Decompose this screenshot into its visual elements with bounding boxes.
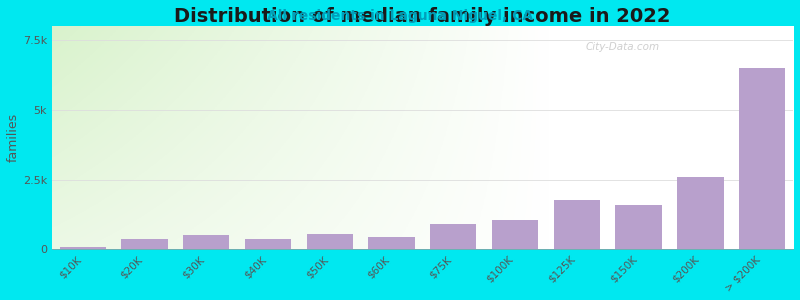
Bar: [245, 239, 291, 249]
Bar: [368, 237, 414, 249]
Bar: [122, 239, 168, 249]
Y-axis label: families: families: [7, 113, 20, 162]
Bar: [739, 68, 786, 249]
Bar: [554, 200, 600, 249]
Text: City-Data.com: City-Data.com: [586, 42, 660, 52]
Title: Distribution of median family income in 2022: Distribution of median family income in …: [174, 7, 670, 26]
Bar: [430, 224, 477, 249]
Bar: [615, 205, 662, 249]
Bar: [59, 247, 106, 249]
Bar: [678, 177, 723, 249]
Bar: [306, 234, 353, 249]
Bar: [183, 235, 230, 249]
Text: All residents in Laguna Niguel, CA: All residents in Laguna Niguel, CA: [267, 9, 533, 23]
Bar: [492, 220, 538, 249]
